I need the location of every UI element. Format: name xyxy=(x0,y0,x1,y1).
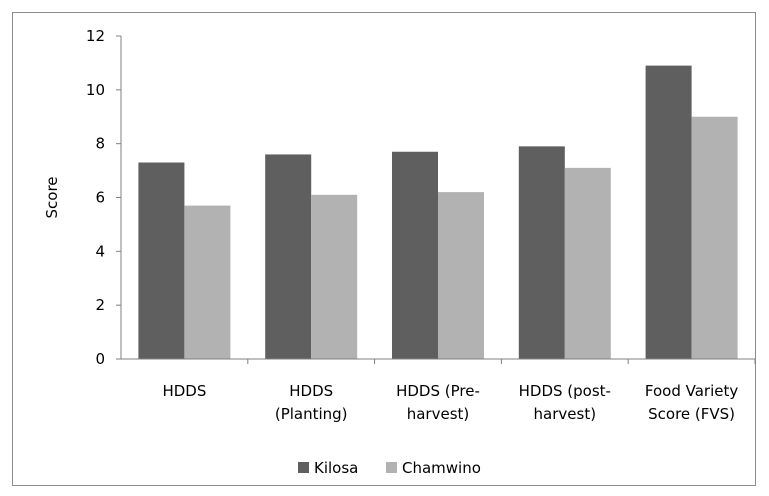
x-category-label: (Planting) xyxy=(275,405,348,423)
x-category-label: Score (FVS) xyxy=(648,405,735,423)
bar-chamwino-3 xyxy=(564,167,611,359)
y-axis-title: Score xyxy=(43,176,61,218)
legend-swatch-kilosa xyxy=(298,462,309,473)
chart-frame xyxy=(12,12,756,486)
bar-chamwino-0 xyxy=(184,205,231,359)
y-tick-label: 4 xyxy=(95,242,105,260)
bar-kilosa-0 xyxy=(138,162,185,359)
x-category-label: HDDS (post- xyxy=(519,382,611,400)
bars xyxy=(138,65,756,364)
y-tick-label: 8 xyxy=(95,135,105,153)
bar-chamwino-4 xyxy=(691,116,738,359)
x-axis-labels: HDDS HDDS (Planting) HDDS (Pre-harvest) HDDS… xyxy=(162,382,738,423)
bar-kilosa-4 xyxy=(645,65,692,359)
y-axis-ticks: 0 2 4 6 8 10 12 xyxy=(86,27,121,368)
legend: Kilosa Chamwino xyxy=(298,459,481,477)
bar-kilosa-2 xyxy=(392,151,438,359)
x-category-label: Food Variety xyxy=(645,382,738,400)
y-tick-label: 12 xyxy=(86,27,105,45)
x-category-label: HDDS (Pre- xyxy=(396,382,480,400)
legend-label-kilosa: Kilosa xyxy=(314,459,358,477)
legend-swatch-chamwino xyxy=(386,462,397,473)
x-category-label: HDDS xyxy=(289,382,333,400)
y-tick-label: 10 xyxy=(86,81,105,99)
bar-chamwino-2 xyxy=(438,192,484,359)
bar-kilosa-3 xyxy=(518,146,565,359)
bar-chamwino-1 xyxy=(311,194,358,359)
x-category-label: HDDS xyxy=(162,382,206,400)
x-category-label: harvest) xyxy=(407,405,470,423)
x-category-label: harvest) xyxy=(534,405,597,423)
legend-label-chamwino: Chamwino xyxy=(402,459,481,477)
bar-kilosa-1 xyxy=(265,154,312,359)
y-tick-label: 0 xyxy=(95,350,105,368)
y-tick-label: 6 xyxy=(95,189,105,207)
y-tick-label: 2 xyxy=(95,296,105,314)
